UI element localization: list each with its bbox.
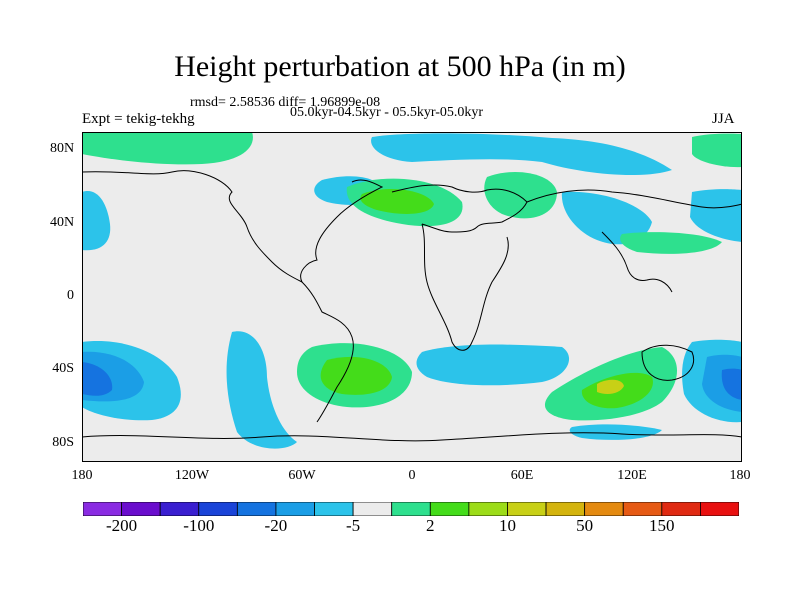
contour-fill-southern-ocean [569,424,662,440]
colorbar-swatch [198,502,238,516]
contour-fill-south-america-west [226,331,297,449]
colorbar-label: 150 [649,516,675,535]
coastlines [82,170,742,442]
contour-fill-arctic-east [371,133,672,176]
colorbar-swatch [391,502,431,516]
colorbar-swatch [236,502,277,516]
lat-tick-80n: 80N [50,141,75,156]
colorbar-swatch [352,502,393,516]
colorbar-swatch [661,502,701,516]
contour-fill-north-pacific-east [690,189,742,242]
colorbar-swatch [507,502,547,516]
coastline-antarctica [82,432,742,442]
contour-fill-arctic-pacific [692,133,742,168]
lat-tick-0: 0 [67,288,74,303]
contour-map [82,132,742,462]
contour-fill-pacific-north [82,191,111,251]
lon-tick-180w: 180 [71,468,93,483]
lat-tick-40n: 40N [50,215,75,230]
colorbar-swatch [83,502,122,516]
colorbar-swatch [700,502,739,516]
colorbar-label: 2 [426,516,435,535]
plot-title: Height perturbation at 500 hPa (in m) [174,50,626,83]
colorbar-swatch [545,502,586,516]
colorbar-swatch [121,502,161,516]
contour-fill-indian-ocean-west [416,344,570,386]
coastline-europe [391,184,528,233]
period-label: 05.0kyr-04.5kyr - 05.5kyr-05.0kyr [290,105,484,120]
stats-line: rmsd= 2.58536 diff= 1.96899e-08 [190,95,381,110]
colorbar-label: -200 [106,516,138,535]
colorbar-swatch [468,502,508,516]
colorbar-swatch [159,502,200,516]
coastline-south-america [301,281,354,423]
contour-fill-arctic-west [82,132,253,165]
coastline-asia [526,189,742,293]
contour-fill-asia [561,191,652,245]
colorbar-label: 50 [576,516,594,535]
lon-tick-120e: 120E [617,468,647,483]
contour-fill-siberia [484,172,557,219]
colorbar-label: -100 [183,516,215,535]
colorbar-swatch [314,502,354,516]
lat-tick-80s: 80S [52,435,74,450]
contour-fill-indian-ocean-peak [597,379,624,394]
colorbar-swatch [622,502,663,516]
lon-tick-60e: 60E [510,468,534,483]
colorbar-swatch [275,502,315,516]
experiment-label: Expt = tekig-tekhg [82,111,195,127]
coastline-australia [641,344,695,381]
colorbar-swatch [429,502,470,516]
colorbar-label: -20 [264,516,288,535]
coastline-north-america [82,170,384,284]
season-label: JJA [712,111,735,127]
lon-tick-60w: 60W [288,468,316,483]
contour-fill-europe-core [360,189,434,214]
lon-tick-120w: 120W [174,468,210,483]
colorbar-label: -5 [346,516,361,535]
lon-tick-0: 0 [408,468,416,483]
lon-tick-180e: 180 [729,468,751,483]
coastline-africa [421,223,509,351]
colorbar-swatch [584,502,624,516]
contour-fill-south-pacific-west-inner [82,362,113,396]
contour-fills [82,132,742,449]
map-frame [82,132,742,462]
lat-tick-40s: 40S [52,361,74,376]
contour-fill-east-asia [620,232,722,254]
contour-fill-south-pacific-east-inner [721,368,742,400]
colorbar [83,502,739,516]
colorbar-label: 10 [499,516,516,535]
